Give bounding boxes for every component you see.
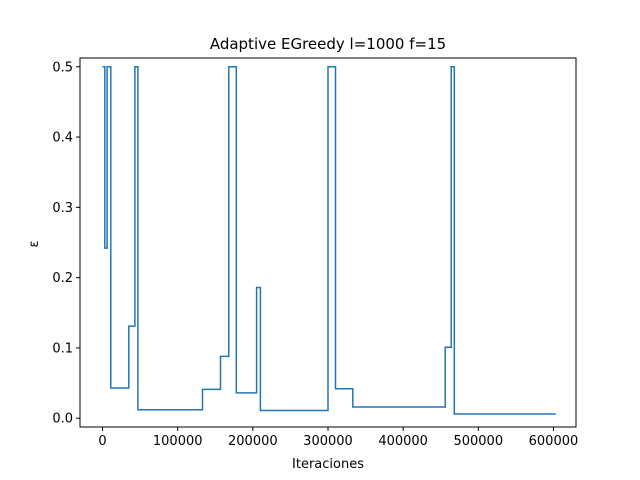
y-axis-label: ε — [27, 240, 42, 247]
x-axis-label: Iteraciones — [292, 457, 364, 472]
y-tick-label: 0.3 — [52, 201, 73, 216]
series-line-0 — [102, 66, 556, 415]
plot-area: 0 100000 200000 300000 400000 500000 600000 0.0… — [52, 57, 579, 449]
x-tick-label: 300000 — [303, 434, 353, 449]
y-tick-label: 0.2 — [52, 271, 73, 286]
x-tick-label: 500000 — [453, 434, 503, 449]
chart-title: Adaptive EGreedy l=1000 f=15 — [210, 35, 446, 53]
x-tick-label: 600000 — [529, 434, 579, 449]
y-tick-label: 0.1 — [52, 341, 73, 356]
y-tick-label: 0.0 — [52, 412, 73, 427]
x-tick-label: 200000 — [228, 434, 278, 449]
x-tick-label: 0 — [98, 434, 106, 449]
x-tick-label: 100000 — [153, 434, 203, 449]
y-tick-label: 0.4 — [52, 131, 73, 146]
x-tick-label: 400000 — [378, 434, 428, 449]
y-tick-label: 0.5 — [52, 60, 73, 75]
